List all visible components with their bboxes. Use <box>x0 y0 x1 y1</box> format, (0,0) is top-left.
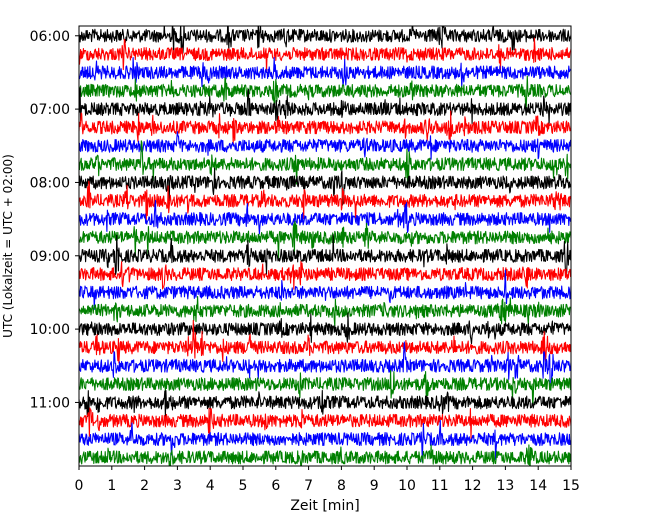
x-tick-label: 14 <box>529 478 547 494</box>
seismogram-trace <box>79 295 571 328</box>
seismogram-trace <box>79 419 571 463</box>
x-tick-label: 4 <box>206 478 215 494</box>
x-tick-label: 11 <box>431 478 449 494</box>
x-tick-label: 9 <box>370 478 379 494</box>
seismogram-traces <box>79 26 571 466</box>
seismogram-trace <box>79 131 571 160</box>
x-tick-label: 7 <box>304 478 313 494</box>
seismogram-trace <box>79 26 571 56</box>
y-tick-label: 07:00 <box>30 102 70 118</box>
x-tick-label: 10 <box>398 478 416 494</box>
seismogram-trace <box>79 319 571 364</box>
seismogram-trace <box>79 234 571 277</box>
plot-background <box>79 26 571 466</box>
y-tick-label: 08:00 <box>30 175 70 191</box>
x-tick-label: 13 <box>496 478 514 494</box>
x-tick-label: 3 <box>173 478 182 494</box>
y-axis-label: UTC (Lokalzeit = UTC + 02:00) <box>1 154 15 338</box>
seismogram-trace <box>79 199 571 235</box>
y-axis: 06:00 07:00 08:00 09:00 10:00 11:00 <box>30 29 79 411</box>
y-tick-label: 10:00 <box>30 322 70 338</box>
seismogram-trace <box>79 389 571 418</box>
x-tick-label: 6 <box>271 478 280 494</box>
y-tick-label: 09:00 <box>30 249 70 265</box>
x-axis: 0 1 2 3 4 5 6 7 8 9 10 11 12 13 14 15 <box>75 466 580 494</box>
seismogram-trace <box>79 56 571 89</box>
x-tick-label: 8 <box>337 478 346 494</box>
seismogram-trace <box>79 180 571 224</box>
x-tick-label: 2 <box>140 478 149 494</box>
x-axis-label: Zeit [min] <box>290 498 359 514</box>
seismogram-trace <box>79 312 571 345</box>
plot-frame <box>78 25 572 467</box>
seismogram-trace <box>79 167 571 206</box>
seismogram-trace <box>79 87 571 125</box>
seismogram-trace <box>79 140 571 185</box>
x-tick-label: 5 <box>239 478 248 494</box>
seismogram-trace <box>79 37 571 73</box>
x-tick-label: 15 <box>562 478 580 494</box>
y-tick-label: 11:00 <box>30 395 70 411</box>
seismogram-trace <box>79 407 571 442</box>
seismogram-trace <box>79 269 571 311</box>
seismogram-trace <box>79 110 571 146</box>
seismogram-trace <box>79 341 571 389</box>
seismogram-trace <box>79 369 571 407</box>
y-tick-label: 06:00 <box>30 29 70 45</box>
seismogram-trace <box>79 75 571 111</box>
x-tick-label: 1 <box>107 478 116 494</box>
x-tick-label: 0 <box>75 478 84 494</box>
seismogram-trace <box>79 444 571 466</box>
seismogram-trace <box>79 220 571 259</box>
seismogram-trace <box>79 260 571 290</box>
x-tick-label: 12 <box>464 478 482 494</box>
